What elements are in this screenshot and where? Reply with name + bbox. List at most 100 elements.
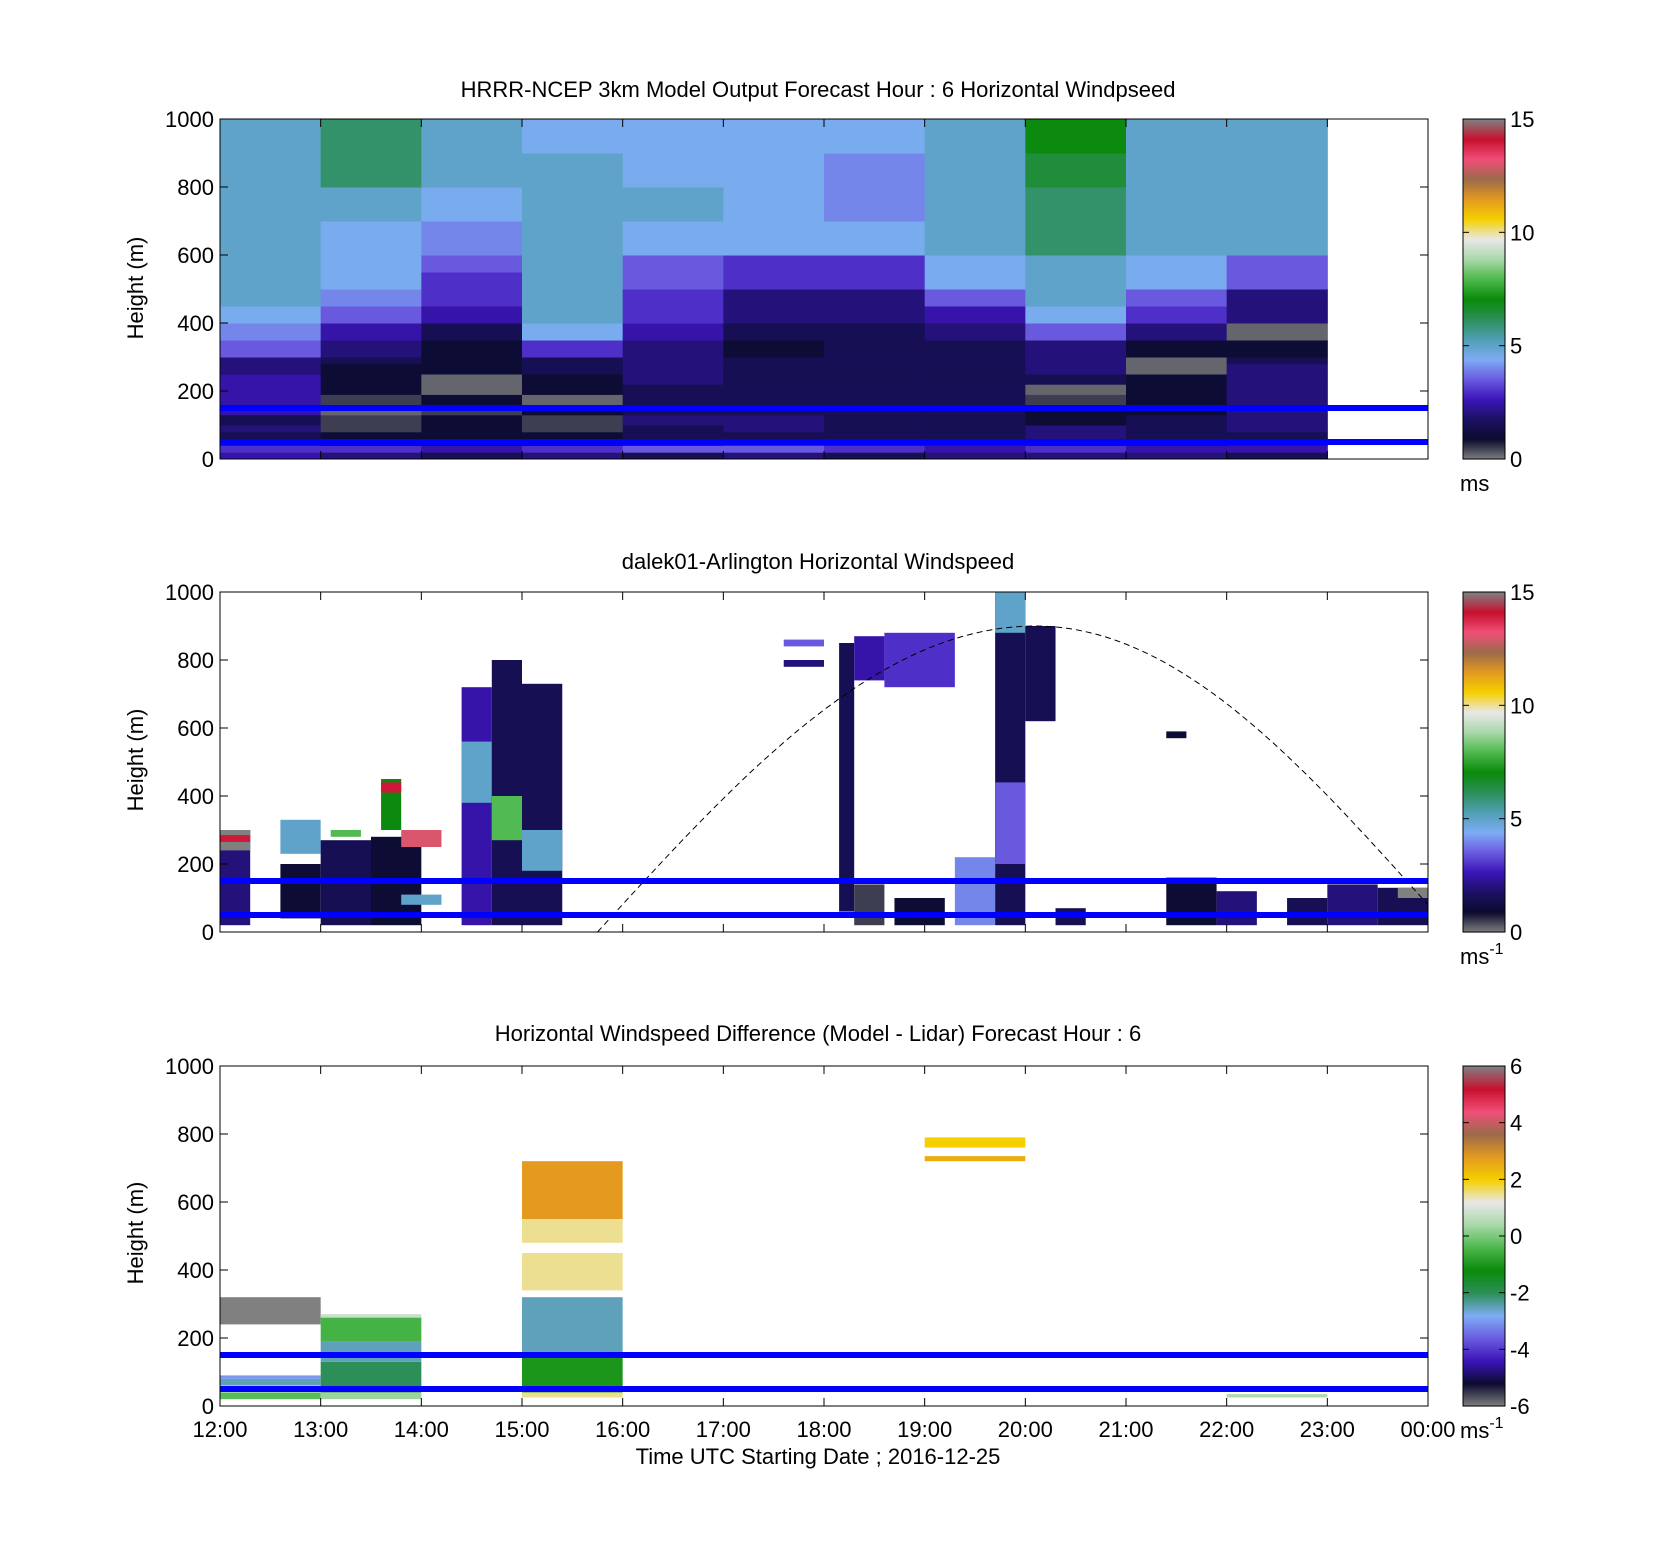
colorbar-band bbox=[1463, 908, 1505, 911]
colorbar-band bbox=[1463, 1308, 1505, 1311]
colorbar-band bbox=[1463, 728, 1505, 731]
colorbar-tick-label: 15 bbox=[1510, 107, 1534, 132]
colorbar-band bbox=[1463, 425, 1505, 428]
colorbar-band bbox=[1463, 157, 1505, 160]
colorbar-band bbox=[1463, 1198, 1505, 1201]
heatmap-cell bbox=[421, 306, 523, 324]
colorbar-unit-exponent: -1 bbox=[1489, 1415, 1503, 1432]
y-tick-label: 800 bbox=[177, 1122, 214, 1147]
colorbar-band bbox=[1463, 385, 1505, 388]
colorbar-band bbox=[1463, 830, 1505, 833]
heatmap-cell bbox=[924, 272, 1026, 290]
heatmap-cell bbox=[320, 394, 422, 406]
colorbar-band bbox=[1463, 313, 1505, 316]
colorbar-band bbox=[1463, 928, 1505, 931]
heatmap-cell bbox=[320, 384, 422, 395]
colorbar-band bbox=[1463, 1094, 1505, 1097]
heatmap-cell bbox=[622, 255, 724, 273]
colorbar-band bbox=[1463, 253, 1505, 256]
colorbar-band bbox=[1463, 620, 1505, 623]
heatmap-cell bbox=[622, 306, 724, 324]
heatmap-cell bbox=[1126, 255, 1228, 273]
heatmap-cell bbox=[824, 153, 926, 188]
colorbar-band bbox=[1463, 1186, 1505, 1189]
colorbar-band bbox=[1463, 696, 1505, 699]
heatmap-segment bbox=[854, 884, 885, 926]
colorbar-band bbox=[1463, 1328, 1505, 1331]
y-axis-label: Height (m) bbox=[123, 1182, 148, 1285]
heatmap-cell bbox=[522, 414, 624, 426]
y-tick-label: 0 bbox=[202, 1394, 214, 1419]
heatmap-cell bbox=[1126, 221, 1228, 256]
colorbar-band bbox=[1463, 427, 1505, 430]
heatmap-cell bbox=[320, 445, 422, 453]
colorbar-band bbox=[1463, 1302, 1505, 1305]
heatmap-cell bbox=[723, 255, 825, 273]
colorbar-band bbox=[1463, 850, 1505, 853]
colorbar-tick-label: 2 bbox=[1510, 1167, 1522, 1192]
colorbar-band bbox=[1463, 197, 1505, 200]
colorbar-band bbox=[1463, 614, 1505, 617]
colorbar-band bbox=[1463, 1212, 1505, 1215]
x-tick-label: 22:00 bbox=[1199, 1417, 1254, 1442]
colorbar-band bbox=[1463, 752, 1505, 755]
heatmap-cell bbox=[421, 255, 523, 273]
colorbar-band bbox=[1463, 161, 1505, 164]
colorbar-band bbox=[1463, 1398, 1505, 1401]
colorbar-band bbox=[1463, 143, 1505, 146]
x-tick-label: 00:00 bbox=[1400, 1417, 1455, 1442]
colorbar-band bbox=[1463, 265, 1505, 268]
heatmap-cell bbox=[320, 363, 422, 375]
colorbar-band bbox=[1463, 199, 1505, 202]
heatmap-cell bbox=[824, 340, 926, 358]
colorbar-band bbox=[1463, 169, 1505, 172]
colorbar-band bbox=[1463, 792, 1505, 795]
colorbar-band bbox=[1463, 163, 1505, 166]
heatmap-cell bbox=[1126, 425, 1228, 433]
colorbar-band bbox=[1463, 1222, 1505, 1225]
colorbar-band bbox=[1463, 229, 1505, 232]
heatmap-segment bbox=[522, 1297, 623, 1355]
panel-model: HRRR-NCEP 3km Model Output Forecast Hour… bbox=[123, 77, 1534, 496]
colorbar-band bbox=[1463, 273, 1505, 276]
colorbar-band bbox=[1463, 1264, 1505, 1267]
colorbar-band bbox=[1463, 135, 1505, 138]
heatmap-cell bbox=[1126, 153, 1228, 188]
colorbar-band bbox=[1463, 219, 1505, 222]
heatmap-cell bbox=[220, 394, 322, 406]
panel-title: dalek01-Arlington Horizontal Windspeed bbox=[622, 549, 1015, 574]
heatmap-segment bbox=[280, 819, 321, 854]
heatmap-cell bbox=[421, 153, 523, 188]
colorbar-band bbox=[1463, 1084, 1505, 1087]
colorbar-band bbox=[1463, 896, 1505, 899]
colorbar-band bbox=[1463, 137, 1505, 140]
heatmap-cell bbox=[1126, 452, 1228, 460]
colorbar-band bbox=[1463, 732, 1505, 735]
heatmap-cell bbox=[522, 394, 624, 406]
x-tick-label: 20:00 bbox=[998, 1417, 1053, 1442]
heatmap-cell bbox=[622, 374, 724, 385]
heatmap-cell bbox=[924, 357, 1026, 365]
colorbar-band bbox=[1463, 261, 1505, 264]
colorbar-band bbox=[1463, 748, 1505, 751]
y-tick-label: 0 bbox=[202, 447, 214, 472]
heatmap-cell bbox=[522, 119, 624, 154]
colorbar-band bbox=[1463, 616, 1505, 619]
heatmap-segment bbox=[1216, 891, 1257, 926]
colorbar-band bbox=[1463, 1132, 1505, 1135]
heatmap-segment bbox=[1226, 1394, 1328, 1398]
colorbar-band bbox=[1463, 133, 1505, 136]
colorbar-band bbox=[1463, 770, 1505, 773]
colorbar-band bbox=[1463, 1190, 1505, 1193]
colorbar-unit-exponent: -1 bbox=[1489, 941, 1503, 958]
colorbar-band bbox=[1463, 778, 1505, 781]
colorbar-band bbox=[1463, 1108, 1505, 1111]
colorbar-band bbox=[1463, 1294, 1505, 1297]
colorbar-band bbox=[1463, 1180, 1505, 1183]
heatmap-cell bbox=[220, 340, 322, 358]
colorbar-band bbox=[1463, 1300, 1505, 1303]
heatmap-cell bbox=[824, 394, 926, 406]
colorbar-band bbox=[1463, 1110, 1505, 1113]
heatmap-cell bbox=[220, 452, 322, 460]
